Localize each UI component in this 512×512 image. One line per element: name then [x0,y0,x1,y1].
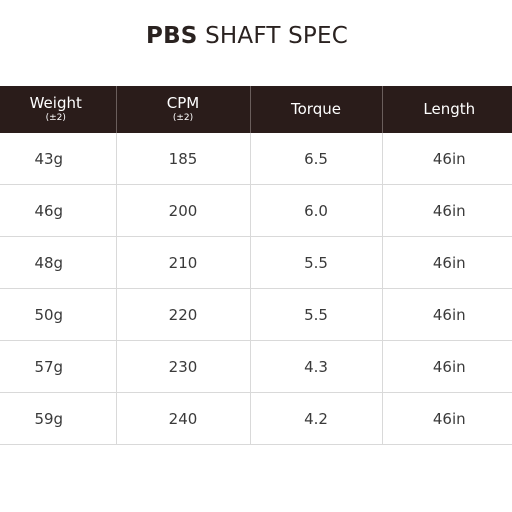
table-header: Weight (±2) CPM (±2) Torque Length [0,86,512,133]
cell-weight: 57g [0,340,116,393]
cell-length: 46in [381,184,512,237]
cell-torque: 4.3 [249,340,382,393]
spec-table: Weight (±2) CPM (±2) Torque Length 43g 1… [0,86,512,445]
cell-torque: 5.5 [249,288,382,341]
header-weight: Weight (±2) [0,86,116,133]
header-torque-label: Torque [291,100,341,118]
cell-torque: 6.0 [249,184,382,237]
table-row: 50g 220 5.5 46in [0,288,512,341]
table-row: 48g 210 5.5 46in [0,236,512,289]
cell-weight: 46g [0,184,116,237]
table-row: 43g 185 6.5 46in [0,133,512,185]
header-length: Length [381,86,512,133]
cell-weight: 59g [0,392,116,445]
cell-length: 46in [381,288,512,341]
cell-torque: 5.5 [249,236,382,289]
cell-length: 46in [381,236,512,289]
cell-length: 46in [381,133,512,185]
header-weight-label: Weight [29,94,82,112]
header-cpm-label: CPM [166,94,200,112]
title-brand: PBS [146,23,198,49]
table-row: 57g 230 4.3 46in [0,340,512,393]
cell-weight: 43g [0,133,116,185]
header-cpm: CPM (±2) [115,86,250,133]
cell-cpm: 185 [115,133,250,185]
cell-cpm: 220 [115,288,250,341]
table-row: 59g 240 4.2 46in [0,392,512,445]
cell-cpm: 240 [115,392,250,445]
cell-torque: 6.5 [249,133,382,185]
cell-weight: 50g [0,288,116,341]
cell-cpm: 200 [115,184,250,237]
cell-cpm: 230 [115,340,250,393]
header-torque: Torque [249,86,382,133]
table-row: 46g 200 6.0 46in [0,184,512,237]
header-length-label: Length [423,100,476,118]
cell-weight: 48g [0,236,116,289]
title-text: SHAFT SPEC [205,23,348,49]
cell-length: 46in [381,392,512,445]
cell-cpm: 210 [115,236,250,289]
header-weight-tolerance: (±2) [45,113,66,123]
header-cpm-tolerance: (±2) [172,113,194,123]
header-row: Weight (±2) CPM (±2) Torque Length [0,86,512,133]
page-title: PBS SHAFT SPEC [0,22,494,50]
cell-length: 46in [381,340,512,393]
table-body: 43g 185 6.5 46in 46g 200 6.0 46in 48g 21… [0,133,512,445]
cell-torque: 4.2 [249,392,382,445]
